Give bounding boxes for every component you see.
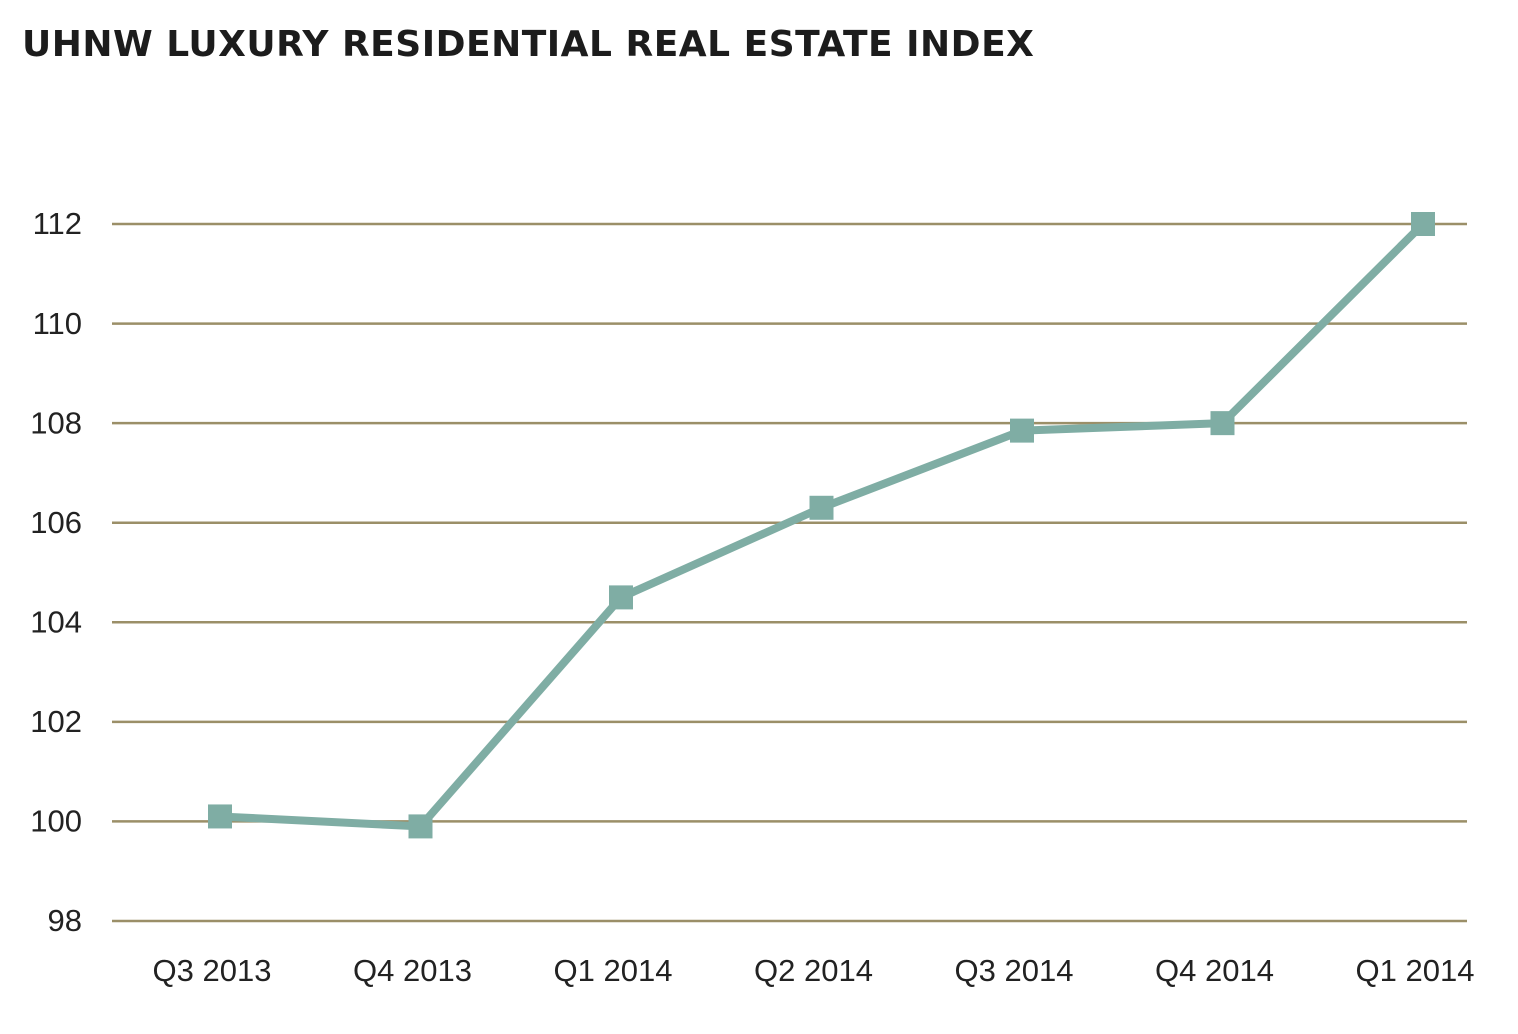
x-tick-label: Q1 2014 bbox=[554, 953, 673, 988]
y-tick-label: 100 bbox=[30, 804, 82, 839]
chart-title: UHNW LUXURY RESIDENTIAL REAL ESTATE INDE… bbox=[22, 24, 1035, 65]
y-tick-label: 98 bbox=[48, 903, 82, 938]
x-tick-label: Q1 2014 bbox=[1356, 953, 1475, 988]
data-point-marker bbox=[1010, 418, 1034, 443]
data-point-marker bbox=[809, 495, 834, 520]
x-tick-label: Q3 2013 bbox=[153, 953, 272, 988]
series-line bbox=[216, 220, 1427, 831]
data-point-marker bbox=[408, 814, 433, 839]
y-tick-label: 112 bbox=[33, 206, 82, 241]
gridlines bbox=[112, 222, 1467, 923]
data-point-marker bbox=[1210, 411, 1235, 436]
data-point-marker bbox=[208, 804, 232, 829]
y-tick-label: 106 bbox=[30, 505, 82, 540]
x-axis-ticks: Q3 2013 Q4 2013 Q1 2014 Q2 2014 Q3 2014 Q4 20… bbox=[153, 953, 1475, 988]
y-tick-label: 102 bbox=[30, 704, 82, 739]
y-tick-label: 108 bbox=[30, 405, 82, 440]
series bbox=[216, 220, 1427, 831]
y-tick-label: 104 bbox=[30, 604, 82, 639]
markers bbox=[208, 212, 1435, 839]
x-tick-label: Q3 2014 bbox=[955, 953, 1074, 988]
data-point-marker bbox=[1411, 212, 1435, 236]
y-axis-ticks: 98 100 102 104 106 108 110 112 bbox=[30, 206, 82, 938]
x-tick-label: Q4 2014 bbox=[1155, 953, 1274, 988]
y-tick-label: 110 bbox=[33, 306, 82, 341]
x-tick-label: Q2 2014 bbox=[754, 953, 873, 988]
x-tick-label: Q4 2013 bbox=[353, 953, 472, 988]
data-point-marker bbox=[609, 585, 633, 610]
